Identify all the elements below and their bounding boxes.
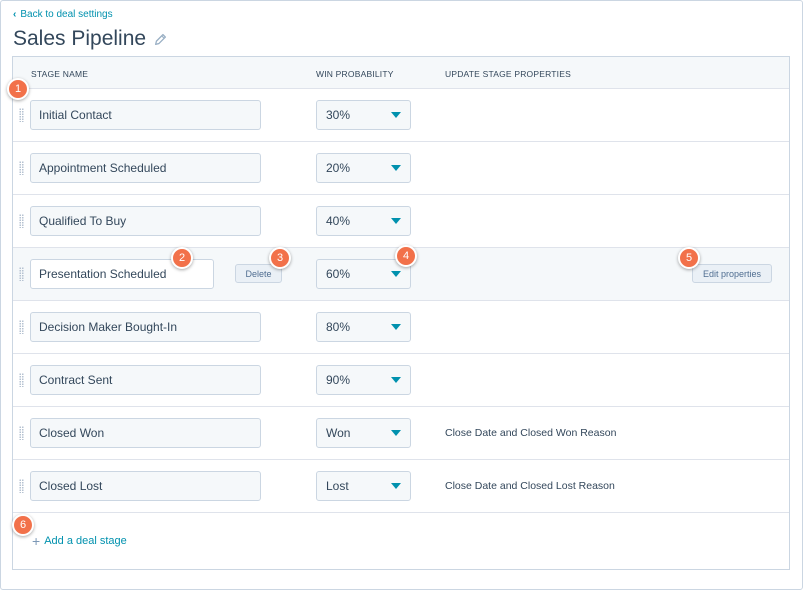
drag-handle-icon[interactable] <box>19 373 24 387</box>
table-row: Decision Maker Bought-In 80% <box>13 301 789 354</box>
table-row: Closed Lost Lost Close Date and Closed L… <box>13 460 789 513</box>
edit-properties-button[interactable]: Edit properties <box>692 264 772 283</box>
pencil-icon[interactable] <box>154 33 167 46</box>
caret-down-icon <box>391 324 401 330</box>
table-row: Contract Sent 90% <box>13 354 789 407</box>
caret-down-icon <box>391 430 401 436</box>
drag-handle-icon[interactable] <box>19 320 24 334</box>
stage-name-input[interactable]: Qualified To Buy <box>30 206 261 236</box>
callout-badge: 5 <box>678 247 700 269</box>
stage-properties-text: Close Date and Closed Won Reason <box>445 427 617 439</box>
drag-handle-icon[interactable] <box>19 479 24 493</box>
delete-stage-button[interactable]: Delete <box>235 264 282 283</box>
drag-handle-icon[interactable] <box>19 267 24 281</box>
chevron-left-icon: ‹ <box>13 9 17 20</box>
stage-name-input[interactable]: Appointment Scheduled <box>30 153 261 183</box>
stage-name-input[interactable]: Decision Maker Bought-In <box>30 312 261 342</box>
page-title: Sales Pipeline <box>13 27 167 51</box>
callout-badge: 4 <box>395 245 417 267</box>
win-probability-select[interactable]: Won <box>316 418 411 448</box>
plus-icon: + <box>32 532 41 549</box>
stage-name-input[interactable]: Contract Sent <box>30 365 261 395</box>
win-probability-select[interactable]: 60% <box>316 259 411 289</box>
win-probability-value: Lost <box>326 479 349 493</box>
caret-down-icon <box>391 165 401 171</box>
table-row: Appointment Scheduled 20% <box>13 142 789 195</box>
caret-down-icon <box>391 271 401 277</box>
caret-down-icon <box>391 218 401 224</box>
drag-handle-icon[interactable] <box>19 214 24 228</box>
stage-name-input[interactable]: Presentation Scheduled <box>30 259 214 289</box>
column-header-stage-name: STAGE NAME <box>31 69 89 79</box>
win-probability-value: 30% <box>326 108 351 122</box>
win-probability-value: 60% <box>326 267 351 281</box>
back-to-deal-settings-link[interactable]: ‹ Back to deal settings <box>13 9 113 20</box>
column-header-win-probability: WIN PROBABILITY <box>316 69 394 79</box>
win-probability-value: 20% <box>326 161 351 175</box>
drag-handle-icon[interactable] <box>19 108 24 122</box>
back-link-label: Back to deal settings <box>20 9 113 20</box>
drag-handle-icon[interactable] <box>19 426 24 440</box>
pipeline-stages-table: STAGE NAME WIN PROBABILITY UPDATE STAGE … <box>12 56 790 570</box>
win-probability-value: 80% <box>326 320 351 334</box>
win-probability-select[interactable]: 90% <box>316 365 411 395</box>
table-row: Qualified To Buy 40% <box>13 195 789 248</box>
caret-down-icon <box>391 377 401 383</box>
table-row: Closed Won Won Close Date and Closed Won… <box>13 407 789 460</box>
win-probability-select[interactable]: 30% <box>316 100 411 130</box>
add-deal-stage-link[interactable]: + Add a deal stage <box>32 532 127 549</box>
page-title-text: Sales Pipeline <box>13 27 147 50</box>
stage-name-input[interactable]: Closed Won <box>30 418 261 448</box>
drag-handle-icon[interactable] <box>19 161 24 175</box>
table-header: STAGE NAME WIN PROBABILITY UPDATE STAGE … <box>13 57 789 89</box>
win-probability-select[interactable]: 40% <box>316 206 411 236</box>
callout-badge: 3 <box>269 247 291 269</box>
win-probability-select[interactable]: 80% <box>316 312 411 342</box>
stage-name-input[interactable]: Initial Contact <box>30 100 261 130</box>
win-probability-select[interactable]: Lost <box>316 471 411 501</box>
callout-badge: 1 <box>7 78 29 100</box>
caret-down-icon <box>391 483 401 489</box>
callout-badge: 2 <box>171 247 193 269</box>
caret-down-icon <box>391 112 401 118</box>
win-probability-select[interactable]: 20% <box>316 153 411 183</box>
stage-properties-text: Close Date and Closed Lost Reason <box>445 480 615 492</box>
callout-badge: 6 <box>12 514 34 536</box>
win-probability-value: 90% <box>326 373 351 387</box>
stage-name-input[interactable]: Closed Lost <box>30 471 261 501</box>
table-row: Initial Contact 30% <box>13 89 789 142</box>
add-deal-stage-label: Add a deal stage <box>44 535 127 547</box>
win-probability-value: Won <box>326 426 351 440</box>
column-header-update-stage-properties: UPDATE STAGE PROPERTIES <box>445 69 571 79</box>
win-probability-value: 40% <box>326 214 351 228</box>
